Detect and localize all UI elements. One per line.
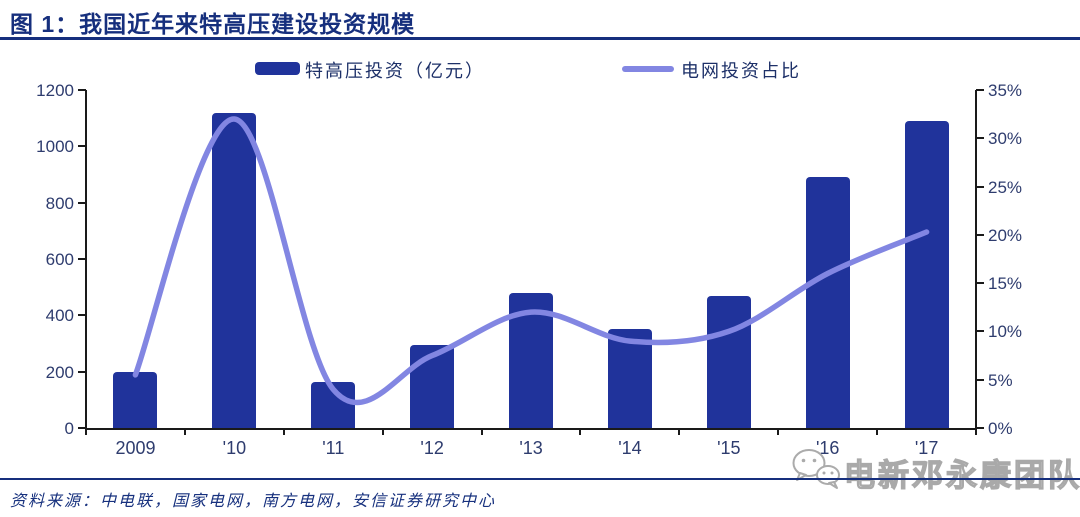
y-axis-right-label: 20% [988, 225, 1023, 245]
title-divider [0, 37, 1080, 40]
y-axis-left-label: 600 [45, 250, 74, 269]
x-axis-label: '17 [914, 438, 939, 458]
x-axis-label: '13 [519, 438, 543, 458]
x-axis-tick [85, 428, 87, 435]
bar-17 [904, 120, 949, 428]
x-axis-label: 2009 [115, 438, 156, 458]
y-axis-right-tick [976, 185, 984, 188]
x-axis-tick [579, 428, 582, 435]
bar-16 [805, 177, 850, 428]
bar-14 [607, 329, 652, 428]
y-axis-left-label: 800 [45, 193, 74, 213]
y-axis-right-label: 10% [988, 322, 1023, 342]
watermark-text: 电新邓永康团队 [843, 457, 1080, 493]
bar-10 [212, 112, 257, 428]
x-axis-label: '10 [222, 438, 247, 458]
x-axis-tick [381, 428, 384, 435]
y-axis-left-label: 0 [64, 419, 74, 438]
y-axis-right-tick [976, 282, 984, 285]
y-axis-left-tick [78, 370, 86, 373]
x-axis-label: '12 [420, 438, 444, 458]
x-axis-tick [876, 428, 879, 435]
y-axis-right-tick [976, 137, 984, 140]
y-axis-left [85, 90, 87, 430]
x-axis [85, 428, 977, 430]
y-axis-right [975, 90, 977, 430]
bar-12 [410, 344, 455, 428]
y-axis-right-label: 30% [988, 129, 1023, 149]
y-axis-right-tick [976, 330, 984, 333]
legend-line-swatch [622, 66, 674, 72]
y-axis-left-tick [78, 89, 86, 91]
x-axis-label: '15 [717, 438, 741, 458]
y-axis-left-tick [78, 427, 86, 429]
legend-bar-swatch [255, 62, 300, 75]
y-axis-right-label: 0% [988, 419, 1013, 438]
footer-divider [0, 478, 1080, 480]
legend-line-label: 电网投资占比 [681, 61, 801, 81]
wechat-icon [792, 449, 840, 489]
figure-title: 图 1：我国近年来特高压建设投资规模 [10, 11, 416, 37]
y-axis-right-label: 25% [988, 177, 1023, 197]
x-axis-tick [777, 428, 780, 435]
bar-11 [311, 381, 356, 428]
y-axis-left-label: 200 [45, 362, 74, 382]
y-axis-right-tick [976, 89, 984, 91]
y-axis-left-label: 1200 [36, 81, 74, 100]
bar-2009 [113, 371, 158, 428]
y-axis-left-tick [78, 145, 86, 148]
y-axis-right-tick [976, 233, 984, 236]
x-axis-tick [282, 428, 285, 435]
y-axis-left-label: 1000 [36, 137, 74, 157]
x-axis-label: '14 [618, 438, 642, 458]
y-axis-left-label: 400 [45, 306, 74, 326]
y-axis-right-tick [976, 378, 984, 381]
bar-13 [509, 292, 553, 428]
y-axis-right-label: 15% [988, 274, 1023, 294]
y-axis-left-tick [78, 258, 86, 260]
y-axis-right-label: 5% [988, 370, 1013, 390]
x-axis-tick [183, 428, 186, 435]
watermark: 电新邓永康团队 [790, 444, 1080, 494]
y-axis-left-tick [78, 314, 86, 317]
y-axis-right-tick [976, 427, 984, 429]
legend-bar-label: 特高压投资（亿元） [305, 61, 485, 81]
y-axis-left-tick [78, 201, 86, 204]
x-axis-tick [678, 428, 681, 435]
source-note: 资料来源：中电联，国家电网，南方电网，安信证券研究中心 [10, 493, 497, 510]
x-axis-tick [480, 428, 483, 435]
x-axis-tick [975, 428, 977, 435]
x-axis-label: '11 [322, 438, 345, 458]
bar-15 [706, 295, 751, 428]
y-axis-right-label: 35% [988, 81, 1023, 100]
x-axis-label: '16 [815, 438, 840, 458]
